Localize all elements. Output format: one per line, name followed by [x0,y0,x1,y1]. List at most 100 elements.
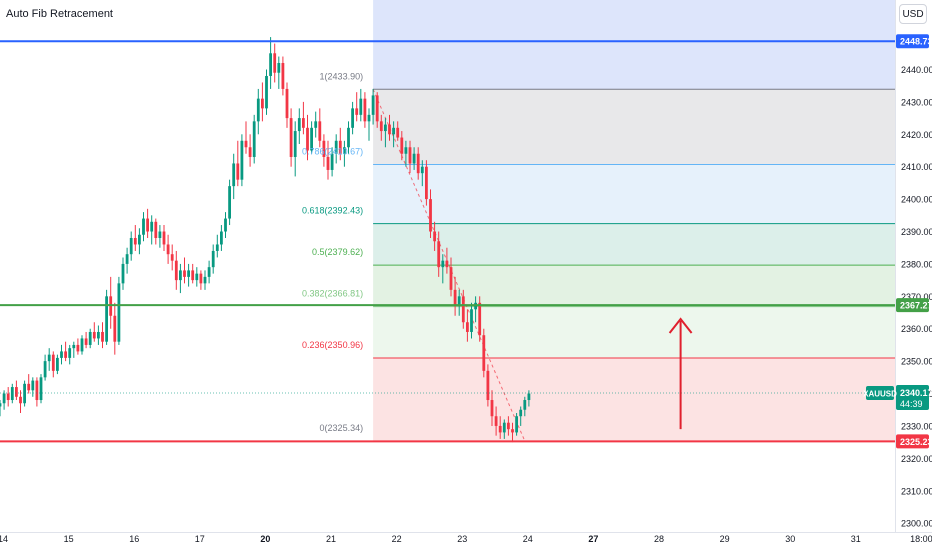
candle-body [351,108,354,128]
candle-body [461,296,465,323]
fib-level-label: 0.786(2410.67) [302,147,363,157]
candle-body [256,98,260,122]
candle-body [371,95,375,115]
current-price-value: 2340.17 [900,388,932,398]
candle-body [240,140,244,180]
candle-body [142,218,145,235]
candle-body [265,75,268,109]
fib-level-labels: 1(2433.90) 0.786(2410.67) 0.618(2392.43) 0.… [302,71,363,433]
candle-body [297,118,301,132]
candle-body [117,283,121,342]
candle-body [470,309,473,332]
price-tick-label: 2420.00 [901,130,932,140]
candle-body [27,383,31,391]
time-tick-label: 20 [260,534,270,544]
candle-body [0,403,2,407]
candle-body [195,273,199,281]
candle-body [449,267,453,290]
candle-body [293,131,297,157]
candle-body [314,121,318,128]
horizontal-price-lines[interactable] [0,40,895,443]
candle-body [453,289,457,307]
candle-body [6,393,10,401]
candle-body [482,335,486,371]
candle-body [289,118,293,157]
up-arrow-annotation[interactable] [668,317,693,430]
candle-body [527,393,531,401]
candle-body [232,163,236,187]
price-tick-label: 2370.00 [901,292,932,302]
candle-body [466,322,469,332]
candle-body [277,63,281,73]
price-tick-label: 2410.00 [901,162,932,172]
candle-body [248,147,252,157]
price-tick-label: 2390.00 [901,227,932,237]
price-tick-label: 2380.00 [901,259,932,269]
candle-body [269,53,272,76]
fib-zone-fills [373,0,896,442]
candle-body [338,140,342,154]
time-tick-label: 18:00 [910,534,932,544]
fib-zone-fill [373,358,896,442]
candle-body [60,351,63,358]
candle-body [412,153,416,164]
candle-body [19,396,22,404]
price-tick-label: 2330.00 [901,421,932,431]
time-tick-label: 29 [720,534,730,544]
candle-body [220,231,223,245]
candle-body [2,393,6,404]
time-axis[interactable]: 14 15 16 17 20 21 22 23 24 27 28 29 30 31 18:00 [0,532,932,545]
fib-level-label: 0.236(2350.96) [302,340,363,350]
candle-body [318,121,322,141]
indicator-title[interactable]: Auto Fib Retracement [6,8,113,20]
price-tick-label: 2310.00 [901,486,932,496]
currency-button[interactable]: USD [899,4,927,24]
candle-body [507,422,510,430]
fib-level-label: 0.618(2392.43) [302,206,363,216]
candle-body [215,244,219,251]
candle-body [92,331,96,339]
fib-zone-fill [373,306,896,359]
candle-body [64,351,67,358]
candle-body [97,331,100,339]
candle-body [416,153,420,174]
candle-body [261,98,264,109]
candle-body [146,218,149,232]
candle-body [457,296,461,307]
time-tick-label: 24 [523,534,533,544]
price-tick-label: 2400.00 [901,195,932,205]
candle-body [281,63,285,89]
price-tick-label: 2300.00 [901,519,932,529]
candle-body [121,263,125,284]
candle-body [133,237,137,245]
candle-body [174,260,178,281]
price-tick-label: 2320.00 [901,454,932,464]
candle-body [179,270,182,281]
candle-body [478,302,482,336]
time-tick-label: 27 [588,534,598,544]
price-axis[interactable]: 2440.00 2430.00 2420.00 2410.00 2400.00 2390.… [895,0,932,550]
candle-body [39,377,43,401]
symbol-chip-bg [866,385,894,400]
candlestick-series [0,37,531,443]
candle-body [355,108,359,115]
time-tick-label: 23 [457,534,467,544]
fib-zone-fill [373,223,896,266]
fib-zone-top [373,0,896,90]
candle-body [494,416,498,426]
candle-body [72,344,76,349]
candle-body [101,331,104,342]
candle-body [207,267,211,277]
time-tick-label: 14 [0,534,8,544]
candle-body [408,147,412,164]
candle-body [425,166,428,200]
candle-body [515,416,518,433]
time-tick-label: 28 [654,534,664,544]
candle-body [125,254,129,264]
candle-body [302,118,305,128]
candle-body [236,163,240,180]
candle-body [224,218,227,232]
price-axis-bg [895,0,932,550]
candle-body [129,237,133,255]
